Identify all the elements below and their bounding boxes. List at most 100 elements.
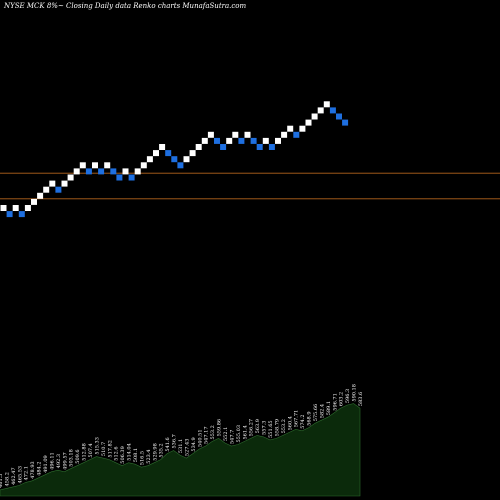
renko-brick-up [134,168,141,175]
renko-brick-up [262,137,269,144]
renko-brick-up [323,101,330,108]
renko-brick-up [299,125,306,132]
volume-label: 551.65 [268,420,274,438]
volume-label: 465.53 [17,466,23,484]
volume-label: 590.18 [352,384,358,402]
volume-label: 458.2 [4,472,10,486]
volume-label: 503.18 [69,449,75,467]
renko-brick-down [110,168,117,175]
volume-label: 478.93 [30,461,36,479]
renko-brick-down [238,137,245,144]
renko-brick-up [104,162,111,169]
volume-label: 556.27 [249,419,255,437]
renko-brick-down [85,168,92,175]
volume-label: 514.04 [127,443,133,461]
reference-lines [0,172,500,200]
volume-label: 596.71 [332,393,338,411]
renko-brick-up [201,137,208,144]
renko-brick-up [43,186,50,193]
volume-label: 560.4 [287,416,293,430]
renko-brick-up [73,168,80,175]
volume-label: 541.6 [165,437,171,451]
volume-label: 492.3 [56,454,62,468]
renko-brick-up [146,156,153,163]
renko-brick-down [98,168,105,175]
volume-label: 536.7 [172,434,178,448]
renko-brick-down [293,131,300,138]
renko-brick-up [61,180,68,187]
volume-label: 557.3 [262,421,268,435]
volume-label: 517.82 [107,440,113,458]
volume-label: 472.1 [24,466,30,480]
renko-brick-up [244,131,251,138]
renko-brick-up [67,174,74,181]
volume-label: 547.17 [204,427,210,445]
renko-brick-up [281,131,288,138]
volume-label: 462.47 [11,467,17,485]
volume-label: 603.2 [339,392,345,406]
volume-label: 547.7 [229,430,235,444]
volume-label: 512.88 [82,443,88,461]
volume-label: 491.09 [43,455,49,473]
renko-brick-up [232,131,239,138]
volume-label: 527.43 [184,439,190,457]
renko-brick-up [140,162,147,169]
volume-label: 582.4 [319,404,325,418]
volume-label: 553.2 [281,419,287,433]
renko-brick-up [37,192,44,199]
renko-brick-up [12,205,19,211]
volume-label: 575.66 [313,404,319,422]
volume-label: 534.9 [191,437,197,451]
volume-label: 515.33 [94,437,100,455]
renko-brick-down [165,150,172,157]
renko-brick-down [250,137,257,144]
volume-label: 535.2 [159,443,165,457]
renko-brick-up [287,125,294,132]
volume-label: 484.2 [37,461,43,475]
renko-brick-up [183,156,190,163]
renko-brick-up [79,162,86,169]
renko-brick-up [122,168,129,175]
volume-label: 540.51 [197,430,203,448]
renko-brick-up [311,113,318,120]
renko-brick-down [116,174,123,181]
volume-label: 596.3 [345,389,351,403]
renko-brick-down [268,144,275,150]
volume-label: 509.6 [75,449,81,463]
renko-brick-up [317,107,324,114]
renko-brick-down [55,186,62,193]
volume-area [0,403,361,497]
volume-label: 512.6 [114,446,120,460]
volume-label: 508.1 [133,448,139,462]
chart-header: NYSE MCK 8%~ Closing Daily data Renko ch… [3,2,247,10]
volume-label: 552.1 [223,427,229,441]
renko-brick-down [177,162,184,169]
renko-brick-up [92,162,98,169]
volume-label: 563.9 [255,419,261,433]
volume-label: 567.71 [294,410,300,428]
renko-brick-up [207,131,214,138]
renko-brick-up [189,150,196,157]
volume-label: 507.4 [88,443,94,457]
volume-label: 583.6 [358,392,364,406]
volume-label: 531.1 [178,439,184,453]
renko-brick-down [336,113,342,120]
volume-label: 558.79 [274,419,280,437]
volume-label: 529.98 [152,443,158,461]
volume-labels: 461.5 458.2 462.47 465.53 472.1 478.93 484.2 49… [0,384,364,488]
renko-brick-up [24,205,31,211]
volume-label: 461.5 [0,474,4,488]
volume-area-path [0,403,361,497]
volume-label: 499.57 [62,452,68,470]
volume-label: 589.1 [326,401,332,415]
volume-label: 559.86 [217,419,223,437]
volume-label: 496.11 [49,452,55,470]
volume-label: 561.4 [242,425,248,439]
volume-label: 523.4 [146,449,152,463]
volume-label: 516.5 [139,451,145,465]
renko-brick-up [159,144,166,150]
volume-label: 568.9 [307,411,313,425]
renko-brick-down [342,119,349,126]
